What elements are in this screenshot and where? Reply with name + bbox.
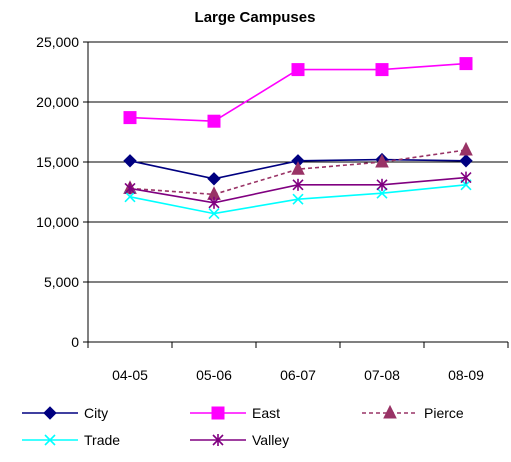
series-city <box>123 152 473 186</box>
y-tick-label: 20,000 <box>36 94 79 110</box>
x-tick-label: 08-09 <box>448 367 484 383</box>
data-point-pierce <box>375 153 389 168</box>
legend-item-valley: Valley <box>190 432 289 448</box>
series-valley <box>124 171 472 209</box>
data-point-east <box>207 114 221 128</box>
series-layer <box>123 57 473 220</box>
y-tick-label: 5,000 <box>44 274 79 290</box>
marker-stroke <box>124 191 136 203</box>
data-point-city <box>207 172 221 186</box>
legend-marker <box>383 404 397 419</box>
legend-label: East <box>252 405 280 421</box>
data-point-trade <box>376 187 388 199</box>
data-point-city <box>459 154 473 168</box>
legend-item-east: East <box>190 405 280 421</box>
marker-stroke <box>208 208 220 220</box>
data-point-trade <box>208 208 220 220</box>
legend-label: Pierce <box>424 405 464 421</box>
y-tick-label: 25,000 <box>36 34 79 50</box>
data-point-city <box>123 154 137 168</box>
legend-marker <box>212 434 224 446</box>
data-point-trade <box>292 193 304 205</box>
x-tick-label: 04-05 <box>112 367 148 383</box>
data-point-east <box>123 111 137 125</box>
data-point-east <box>291 63 305 77</box>
y-tick-label: 15,000 <box>36 154 79 170</box>
data-point-valley <box>292 178 304 191</box>
marker-stroke <box>376 187 388 199</box>
chart-title: Large Campuses <box>195 9 316 26</box>
data-point-pierce <box>459 141 473 156</box>
data-point-valley <box>376 178 388 191</box>
data-point-valley <box>208 196 220 209</box>
y-tick-label: 0 <box>71 334 79 350</box>
series-east <box>123 57 473 128</box>
data-point-east <box>459 57 473 71</box>
legend-item-pierce: Pierce <box>362 404 464 421</box>
data-point-east <box>375 63 389 77</box>
legend: City East Pierce Trade Valley <box>22 404 464 448</box>
legend-marker <box>44 434 56 446</box>
marker-stroke <box>44 434 56 446</box>
data-point-pierce <box>291 161 305 175</box>
data-point-trade <box>124 191 136 203</box>
data-point-valley <box>460 171 472 184</box>
y-tick-label: 10,000 <box>36 214 79 230</box>
legend-label: Trade <box>84 432 120 448</box>
legend-item-trade: Trade <box>22 432 120 448</box>
legend-marker <box>43 406 57 420</box>
data-point-valley <box>124 182 136 195</box>
axes: 0 5,000 10,000 15,000 20,000 25,000 04-05 05-06… <box>36 34 509 383</box>
legend-label: City <box>84 405 108 421</box>
x-tick-label: 07-08 <box>364 367 400 383</box>
marker-stroke <box>292 193 304 205</box>
legend-item-city: City <box>22 405 108 421</box>
x-tick-label: 06-07 <box>280 367 316 383</box>
legend-label: Valley <box>252 432 289 448</box>
legend-marker <box>211 406 225 420</box>
x-tick-label: 05-06 <box>196 367 232 383</box>
